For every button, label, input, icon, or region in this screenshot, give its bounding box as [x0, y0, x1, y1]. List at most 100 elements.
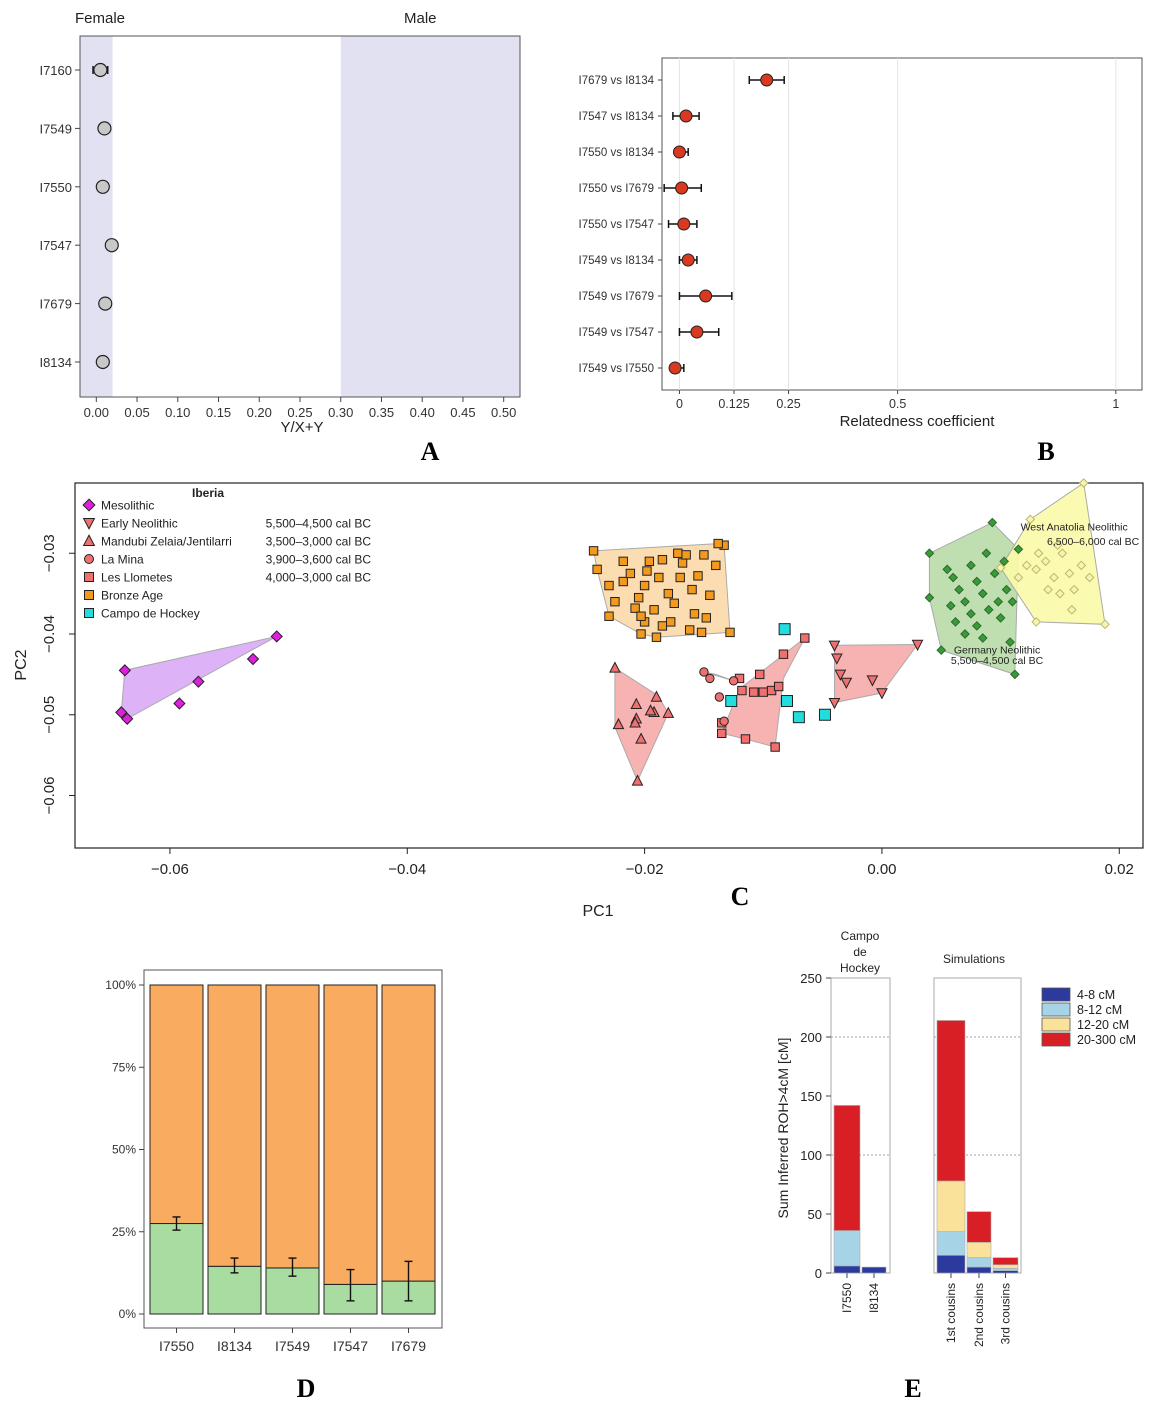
data-point — [699, 667, 709, 677]
legend-label: Mandubi Zelaia/Jentilarri — [101, 535, 232, 549]
bar-segment — [992, 1270, 1019, 1274]
data-point — [636, 629, 646, 639]
data-point — [948, 572, 959, 583]
data-point — [677, 217, 691, 231]
legend-marker — [84, 608, 94, 618]
x-tick-label: 0.00 — [84, 405, 109, 420]
data-point — [635, 732, 647, 744]
data-point — [657, 621, 668, 631]
data-point — [651, 632, 662, 642]
data-point — [604, 611, 614, 621]
data-point — [696, 627, 707, 638]
data-point — [911, 639, 924, 652]
y-tick-label: I7550 vs I8134 — [579, 147, 655, 159]
y-axis-label: Sum Inferred ROH>4cM [cM] — [775, 1038, 791, 1219]
data-point — [629, 716, 641, 728]
legend-label: 4-8 cM — [1077, 988, 1115, 1002]
x-axis-label: Y/X+Y — [281, 419, 324, 436]
panel-c: −0.06 −0.04 −0.02 0.00 0.02 −0.03 −0.04 −0.05 −0… — [13, 478, 1144, 920]
data-point — [711, 560, 721, 571]
bar-segment — [833, 1230, 861, 1267]
data-point — [728, 676, 739, 686]
data-point — [924, 592, 935, 603]
x-tick-label: I8134 — [867, 1283, 881, 1313]
data-point — [118, 664, 132, 677]
legend-date: 5,500–4,500 cal BC — [266, 517, 372, 531]
region-label-female: Female — [75, 10, 125, 27]
data-point — [604, 580, 614, 591]
data-point — [950, 617, 961, 627]
y-tick-label: I7550 — [39, 180, 72, 195]
data-point — [668, 361, 682, 375]
region-female — [80, 36, 113, 397]
data-point — [942, 564, 953, 575]
data-point — [737, 685, 747, 696]
x-tick-label: 0.20 — [247, 405, 272, 420]
data-point — [705, 590, 715, 600]
data-point — [719, 716, 729, 726]
data-point — [672, 145, 686, 159]
data-point — [93, 62, 108, 78]
x-tick-label: −0.02 — [626, 861, 664, 878]
panel-label-e: E — [904, 1374, 921, 1403]
legend-date: 3,900–3,600 cal BC — [266, 553, 372, 567]
y-tick-label: I7549 vs I7550 — [579, 363, 654, 375]
data-point — [977, 633, 988, 643]
y-axis-label: PC2 — [13, 649, 30, 680]
data-point — [740, 734, 751, 744]
y-tick-label: 0% — [119, 1307, 137, 1321]
panel-d: 0% 25% 50% 75% 100% I7550 I8134 I7549 I7547 I7679… — [105, 969, 443, 1403]
annotation: West Anatolia Neolithic — [1021, 522, 1128, 534]
data-point — [650, 690, 663, 702]
data-point — [649, 605, 659, 615]
region-label-male: Male — [404, 10, 437, 27]
x-tick-label: −0.06 — [151, 861, 189, 878]
panel-label-b: B — [1037, 437, 1054, 466]
region-male — [340, 36, 520, 397]
data-point — [954, 584, 964, 595]
data-point — [1031, 564, 1042, 575]
data-point — [97, 121, 112, 136]
legend-swatch — [1041, 1002, 1071, 1017]
y-tick-label: I8134 — [39, 355, 72, 370]
y-tick-label: I7679 — [39, 297, 72, 312]
y-tick-label: I7549 vs I8134 — [579, 255, 655, 267]
bar-segment — [833, 1105, 861, 1231]
data-point — [673, 548, 683, 558]
data-point — [960, 629, 970, 639]
data-point — [639, 580, 650, 591]
bar-segment — [992, 1264, 1019, 1269]
data-point — [636, 611, 646, 621]
bar-segment — [936, 1020, 966, 1182]
y-tick-label: I7160 — [39, 63, 72, 78]
y-tick-label: −0.04 — [41, 615, 58, 653]
data-point — [654, 572, 664, 583]
data-point — [713, 538, 723, 549]
data-point — [1025, 514, 1036, 525]
bar-segment — [833, 1265, 861, 1274]
data-point — [592, 564, 602, 575]
data-point — [1007, 596, 1018, 607]
x-tick-label: 0.5 — [889, 397, 906, 411]
data-point — [689, 609, 700, 619]
data-point — [749, 687, 759, 697]
data-point — [1033, 548, 1044, 559]
annotation: Germany Neolithic — [954, 644, 1040, 656]
y-tick-label: −0.03 — [41, 534, 58, 572]
y-tick-label: 200 — [800, 1030, 822, 1045]
data-point — [675, 181, 689, 195]
data-point — [1069, 584, 1080, 595]
data-point — [1013, 572, 1024, 583]
data-point — [95, 179, 110, 194]
bar-segment — [861, 1266, 887, 1274]
data-point — [104, 238, 119, 253]
legend-label: 12-20 cM — [1077, 1018, 1129, 1032]
data-point — [192, 675, 205, 688]
x-tick-label: 0.15 — [206, 405, 231, 420]
data-point — [699, 289, 713, 303]
x-tick-label: 1 — [1112, 397, 1119, 411]
x-tick-label: 0.35 — [369, 405, 394, 420]
x-tick-label: 0.45 — [450, 405, 475, 420]
data-point — [999, 556, 1010, 567]
